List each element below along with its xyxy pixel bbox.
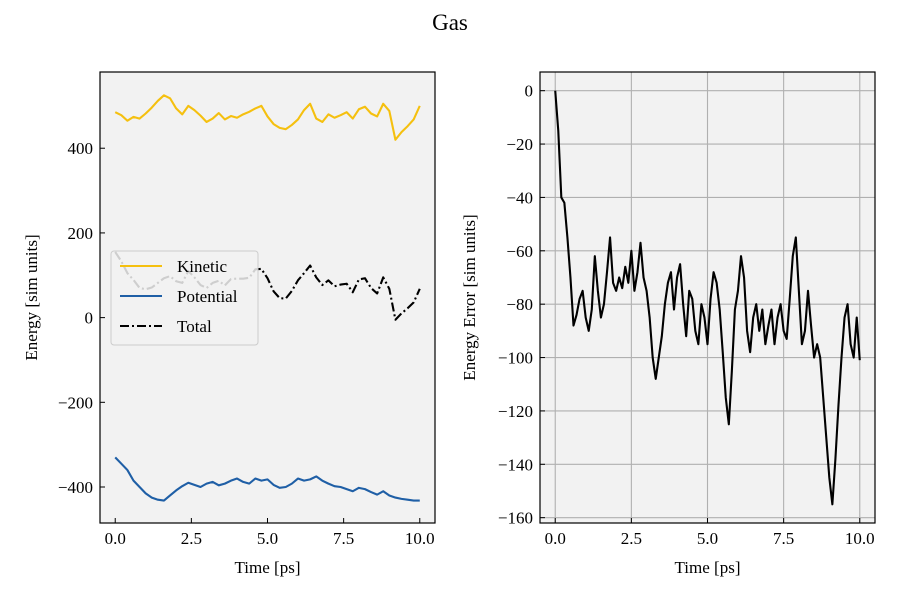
legend-label-kinetic: Kinetic bbox=[177, 257, 227, 276]
energy-error-x-axis-label: Time [ps] bbox=[675, 558, 741, 577]
y-tick-label: 0 bbox=[525, 82, 534, 101]
x-tick-label: 2.5 bbox=[181, 529, 202, 548]
x-tick-label: 10.0 bbox=[845, 529, 875, 548]
x-tick-label: 7.5 bbox=[773, 529, 794, 548]
energy-error-grid bbox=[540, 72, 875, 523]
x-tick-label: 5.0 bbox=[257, 529, 278, 548]
energy-error-axes: 0.0 2.5 5.0 7.5 10.0 −160 −140 −120 −100 −80 −60 −4… bbox=[460, 71, 876, 577]
legend-label-potential: Potential bbox=[177, 287, 238, 306]
y-tick-label: 0 bbox=[85, 309, 94, 328]
energy-error-series-line bbox=[554, 90, 861, 506]
x-tick-label: 2.5 bbox=[621, 529, 642, 548]
x-tick-label: 0.0 bbox=[545, 529, 566, 548]
energy-ticks: 0.0 2.5 5.0 7.5 10.0 −400 −200 0 200 400 bbox=[58, 139, 435, 548]
energy-x-axis-label: Time [ps] bbox=[235, 558, 301, 577]
legend-label-total: Total bbox=[177, 317, 212, 336]
y-tick-label: −40 bbox=[506, 188, 533, 207]
x-tick-label: 10.0 bbox=[405, 529, 435, 548]
legend-box bbox=[110, 250, 259, 346]
energy-error-y-axis-label: Energy Error [sim units] bbox=[460, 214, 479, 380]
legend: Kinetic Potential Total bbox=[110, 250, 259, 346]
x-tick-label: 0.0 bbox=[105, 529, 126, 548]
y-tick-label: −140 bbox=[498, 455, 533, 474]
y-tick-label: −100 bbox=[498, 349, 533, 368]
y-tick-label: −400 bbox=[58, 478, 93, 497]
y-tick-label: −20 bbox=[506, 135, 533, 154]
y-tick-label: 200 bbox=[68, 224, 94, 243]
x-tick-label: 5.0 bbox=[697, 529, 718, 548]
y-tick-label: −120 bbox=[498, 402, 533, 421]
y-tick-label: −60 bbox=[506, 242, 533, 261]
potential-series-line bbox=[114, 456, 420, 502]
y-tick-label: −80 bbox=[506, 295, 533, 314]
energy-y-axis-label: Energy [sim units] bbox=[22, 234, 41, 360]
figure-title: Gas bbox=[432, 10, 468, 35]
energy-axes: 0.0 2.5 5.0 7.5 10.0 −400 −200 0 200 400 Time [ps… bbox=[22, 71, 436, 577]
x-tick-label: 7.5 bbox=[333, 529, 354, 548]
kinetic-series-line bbox=[114, 94, 421, 141]
y-tick-label: 400 bbox=[68, 139, 94, 158]
y-tick-label: −200 bbox=[58, 393, 93, 412]
energy-error-series-lines bbox=[554, 90, 861, 506]
y-tick-label: −160 bbox=[498, 509, 533, 528]
energy-error-ticks: 0.0 2.5 5.0 7.5 10.0 −160 −140 −120 −100 −80 −60 −4… bbox=[498, 82, 875, 548]
